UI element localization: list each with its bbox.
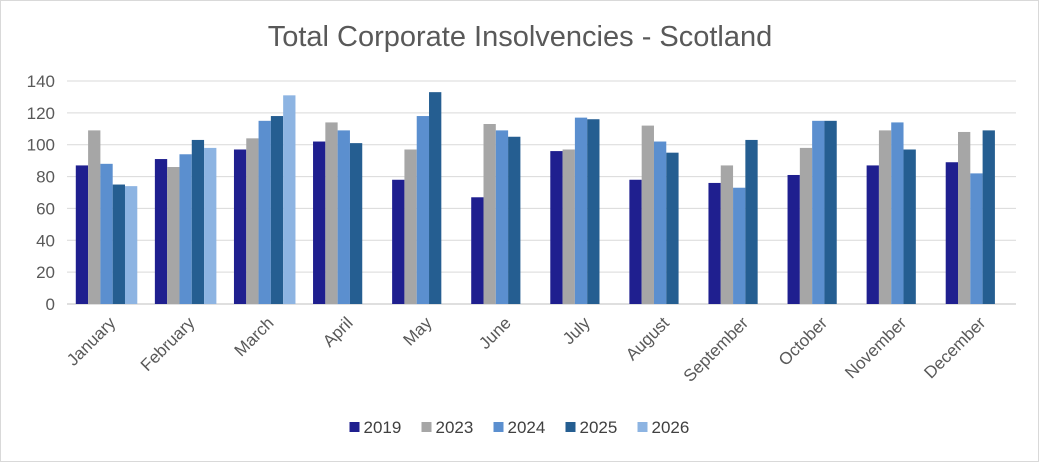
bars bbox=[75, 92, 995, 305]
bar-2024-july bbox=[574, 117, 588, 304]
bar-2025-december bbox=[982, 130, 995, 304]
bar-2026-february bbox=[204, 147, 217, 304]
x-tick-label-november: November bbox=[841, 313, 910, 382]
y-tick-label: 40 bbox=[36, 231, 55, 250]
bar-2023-january bbox=[88, 130, 101, 304]
bar-2024-november bbox=[891, 122, 904, 305]
bar-2025-november bbox=[903, 149, 916, 304]
y-tick-label: 100 bbox=[27, 136, 55, 155]
x-tick-label-january: January bbox=[63, 313, 120, 370]
bar-2024-august bbox=[653, 141, 667, 304]
x-tick-label-march: March bbox=[231, 313, 278, 360]
bar-2025-march bbox=[270, 116, 284, 305]
x-axis-ticks: January February March April May June July Augu… bbox=[63, 313, 989, 386]
bar-2019-july bbox=[550, 151, 563, 304]
bar-2025-january bbox=[112, 184, 125, 304]
y-tick-label: 140 bbox=[27, 72, 55, 91]
y-tick-label: 60 bbox=[36, 199, 55, 218]
bar-2025-february bbox=[191, 139, 205, 304]
bar-2023-december bbox=[958, 131, 971, 304]
bar-2025-july bbox=[587, 119, 600, 304]
x-tick-label-june: June bbox=[475, 313, 515, 353]
legend-swatch-2023 bbox=[421, 422, 432, 432]
bar-2023-august bbox=[641, 125, 654, 304]
chart-title: Total Corporate Insolvencies - Scotland bbox=[268, 21, 773, 53]
legend-label-2024: 2024 bbox=[508, 418, 546, 437]
bar-2023-october bbox=[799, 147, 813, 304]
legend-label-2026: 2026 bbox=[652, 418, 690, 437]
bar-2026-march bbox=[283, 95, 296, 304]
bar-2019-february bbox=[154, 159, 168, 304]
bar-2025-october bbox=[824, 120, 837, 304]
legend-swatch-2026 bbox=[637, 422, 648, 432]
bar-2019-september bbox=[708, 182, 721, 304]
x-tick-label-may: May bbox=[400, 313, 436, 349]
legend-label-2023: 2023 bbox=[436, 418, 474, 437]
x-tick-label-october: October bbox=[775, 313, 831, 369]
x-tick-label-july: July bbox=[559, 313, 594, 348]
legend-label-2025: 2025 bbox=[580, 418, 618, 437]
bar-2024-june bbox=[495, 130, 509, 304]
bar-2023-april bbox=[325, 122, 338, 305]
bar-2025-september bbox=[745, 139, 758, 304]
bar-2023-february bbox=[167, 167, 180, 304]
x-tick-label-august: August bbox=[622, 313, 673, 364]
bar-2019-january bbox=[75, 165, 89, 304]
bar-2024-january bbox=[100, 163, 113, 304]
legend-label-2019: 2019 bbox=[364, 418, 402, 437]
bar-2025-april bbox=[349, 143, 363, 304]
bar-2023-may bbox=[404, 149, 417, 304]
bar-2024-april bbox=[337, 130, 350, 304]
bar-2024-december bbox=[970, 173, 983, 304]
y-tick-label: 120 bbox=[27, 104, 55, 123]
gridlines bbox=[67, 80, 1016, 305]
legend-swatch-2025 bbox=[565, 422, 576, 432]
x-tick-label-april: April bbox=[319, 313, 356, 350]
bar-2019-may bbox=[392, 179, 405, 304]
x-tick-label-september: September bbox=[680, 313, 752, 385]
bar-2024-may bbox=[416, 116, 430, 305]
bar-2025-june bbox=[508, 136, 521, 304]
x-tick-label-february: February bbox=[137, 313, 199, 375]
bar-2024-october bbox=[812, 120, 825, 304]
y-axis-ticks: 0 20 40 60 80 100 120 140 bbox=[27, 72, 55, 314]
bar-2019-august bbox=[629, 179, 642, 304]
bar-2019-june bbox=[471, 197, 484, 304]
bar-2024-february bbox=[179, 154, 192, 304]
bar-2019-october bbox=[787, 174, 800, 304]
legend: 2019 2023 2024 2025 2026 bbox=[349, 418, 690, 437]
bar-2023-november bbox=[878, 130, 892, 304]
bar-2023-september bbox=[720, 165, 734, 304]
bar-2026-january bbox=[124, 186, 138, 304]
bar-2025-august bbox=[666, 152, 679, 304]
x-tick-label-december: December bbox=[920, 313, 989, 382]
bar-2019-march bbox=[233, 149, 247, 304]
bar-2025-may bbox=[429, 92, 442, 305]
bar-2019-november bbox=[866, 165, 879, 304]
bar-2019-april bbox=[313, 141, 326, 304]
bar-2023-june bbox=[483, 124, 496, 304]
bar-2023-march bbox=[246, 138, 259, 304]
y-tick-label: 20 bbox=[36, 263, 55, 282]
bar-2019-december bbox=[945, 162, 959, 304]
legend-swatch-2024 bbox=[493, 422, 504, 432]
bar-2024-september bbox=[733, 187, 746, 304]
bar-2023-july bbox=[562, 149, 575, 304]
bar-2024-march bbox=[258, 120, 271, 304]
legend-swatch-2019 bbox=[349, 422, 360, 432]
y-tick-label: 0 bbox=[46, 295, 55, 314]
y-tick-label: 80 bbox=[36, 168, 55, 187]
